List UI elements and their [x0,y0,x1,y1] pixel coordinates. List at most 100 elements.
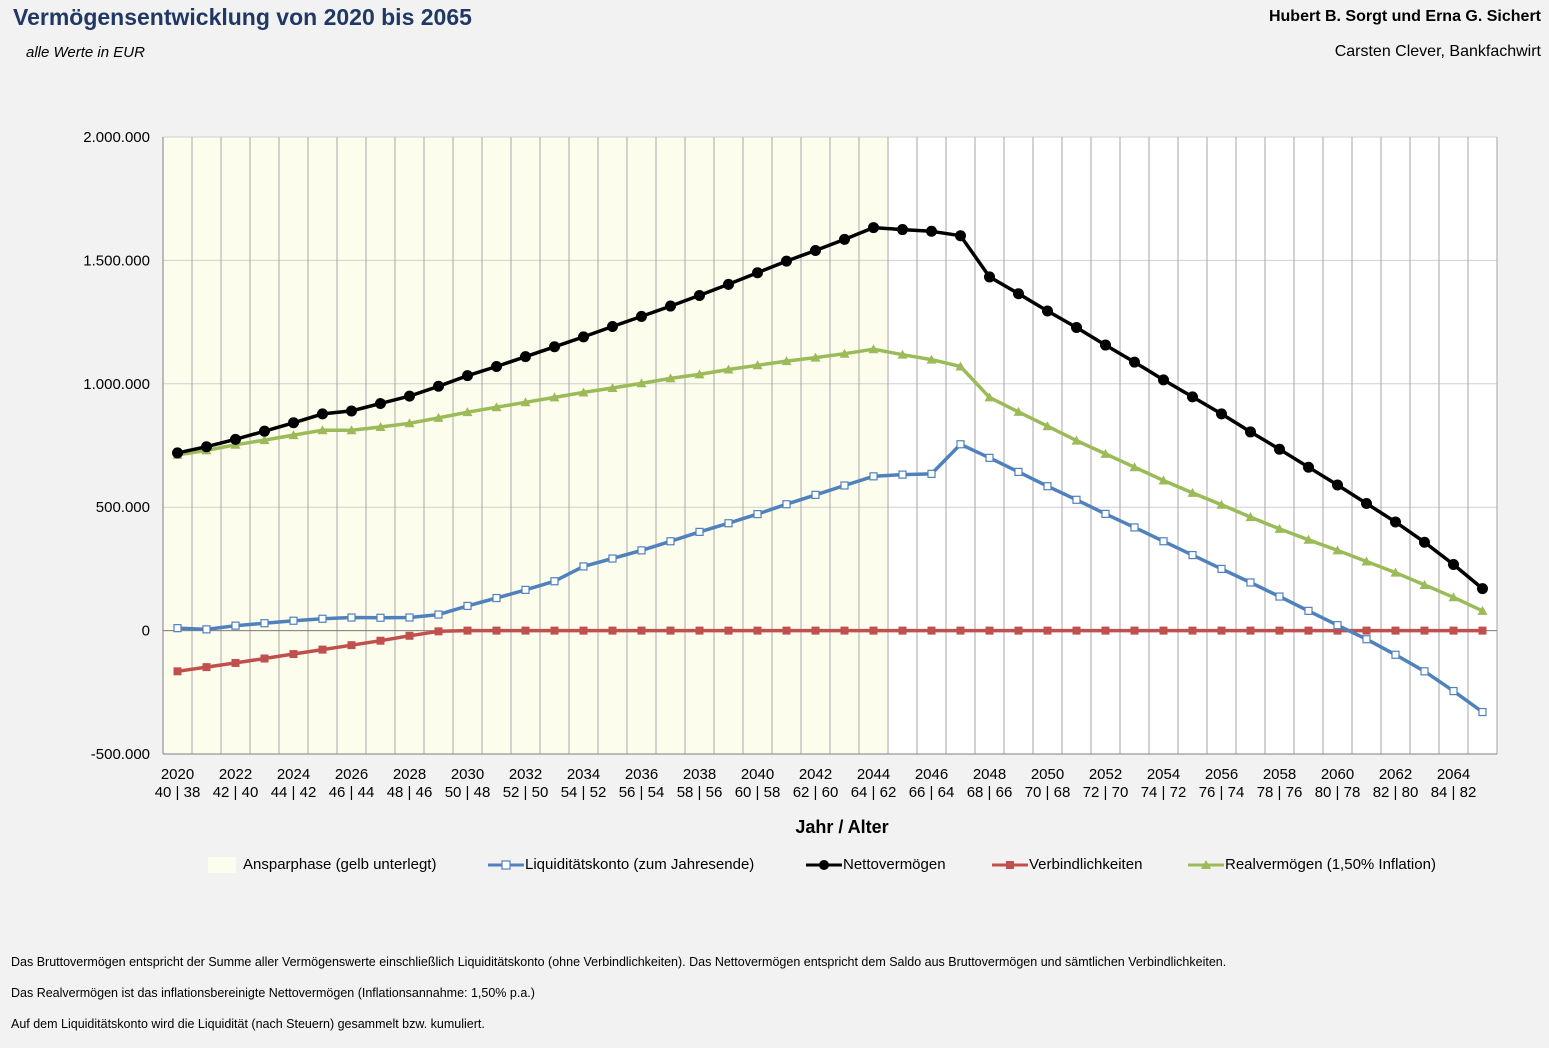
data-point-real [578,387,589,397]
data-point-liquiditaet [1449,686,1458,696]
x-tick-year-label: 2038 [683,766,716,783]
data-point-liquiditaet [1130,523,1139,532]
data-point-liquiditaet [405,613,414,622]
x-tick-year-label: 2048 [973,766,1006,783]
x-tick-age-label: 66 | 64 [909,784,955,801]
data-point-netto [1361,497,1372,509]
data-point-netto [288,417,299,429]
data-point-liquiditaet [550,577,559,586]
data-point-netto [1187,391,1198,403]
y-tick-label: -500.000 [91,746,150,763]
data-point-real [491,402,502,412]
data-point-verbindlichkeiten [1217,626,1226,635]
wealth-chart: 2.000.000 1.500.000 1.000.000 500.000 0 -500.… [83,129,1498,837]
data-point-liquiditaet [840,481,849,490]
data-point-liquiditaet [231,621,240,630]
legend-swatch-verbindlichkeiten [992,861,1028,869]
x-tick-year-label: 2042 [799,766,832,783]
x-tick-year-label: 2026 [335,766,368,783]
data-point-liquiditaet [753,510,762,519]
data-point-liquiditaet [1246,578,1255,587]
data-point-netto [665,300,676,312]
data-point-verbindlichkeiten [1420,626,1429,635]
x-tick-age-label: 82 | 80 [1373,784,1419,801]
data-point-verbindlichkeiten [1101,626,1110,635]
data-point-liquiditaet [782,500,791,509]
data-point-verbindlichkeiten [1391,626,1400,635]
data-point-netto [897,224,908,236]
data-point-real [1477,605,1488,615]
data-point-netto [781,255,792,267]
data-point-netto [1216,408,1227,420]
legend-label-verbindlichkeiten: Verbindlichkeiten [1029,856,1143,873]
data-point-real [433,412,444,422]
data-point-netto [1390,516,1401,528]
data-point-netto [230,433,241,445]
data-point-liquiditaet [1391,650,1400,659]
x-tick-age-label: 62 | 60 [793,784,839,801]
data-point-verbindlichkeiten [173,667,182,676]
data-point-verbindlichkeiten [811,626,820,635]
data-point-verbindlichkeiten [898,626,907,635]
data-point-verbindlichkeiten [521,626,530,635]
data-point-netto [404,390,415,402]
y-tick-label: 1.000.000 [83,376,150,393]
data-point-netto [839,233,850,245]
footnote-liquiditaet: Auf dem Liquiditätskonto wird die Liquid… [11,1017,485,1031]
series-line-netto [177,225,1484,590]
x-tick-age-label: 76 | 74 [1199,784,1245,801]
legend-label-liquiditaet: Liquiditätskonto (zum Jahresende) [525,856,755,873]
data-point-netto [955,230,966,242]
data-point-verbindlichkeiten [637,626,646,635]
data-point-netto [1158,374,1169,386]
x-tick-age-label: 84 | 82 [1431,784,1477,801]
data-point-netto [1448,558,1459,570]
data-point-real [868,344,879,354]
legend: Ansparphase (gelb unterlegt) Liquiditäts… [0,855,1549,877]
x-tick-age-label: 60 | 58 [735,784,781,801]
series-line-real [177,347,1484,613]
chart-title: Vermögensentwicklung von 2020 bis 2065 [13,4,472,30]
data-point-liquiditaet [1043,482,1052,491]
data-point-real [317,425,328,435]
x-tick-year-label: 2050 [1031,766,1064,783]
data-point-liquiditaet [1420,667,1429,676]
data-point-netto [1042,305,1053,317]
data-point-real [549,392,560,402]
data-point-verbindlichkeiten [1333,626,1342,635]
data-point-netto [607,321,618,333]
x-tick-year-label: 2022 [219,766,252,783]
data-point-netto [491,361,502,373]
data-point-real [1361,556,1372,566]
x-tick-age-label: 68 | 66 [967,784,1013,801]
footnotes: Das Bruttovermögen entspricht der Summe … [11,955,1226,1048]
data-point-netto [1303,461,1314,473]
data-point-real [1245,512,1256,522]
data-point-verbindlichkeiten [318,645,327,654]
x-tick-year-label: 2020 [161,766,194,783]
data-point-liquiditaet [318,614,327,623]
data-point-verbindlichkeiten [1014,626,1023,635]
data-point-verbindlichkeiten [550,626,559,635]
x-tick-year-label: 2040 [741,766,774,783]
data-point-netto [259,425,270,437]
data-point-real [1332,545,1343,555]
data-point-verbindlichkeiten [1275,626,1284,635]
x-tick-age-label: 48 | 46 [387,784,433,801]
data-point-real [1274,523,1285,533]
footnote-real: Das Realvermögen ist das inflationsberei… [11,986,535,1000]
data-point-verbindlichkeiten [1188,626,1197,635]
x-tick-year-label: 2024 [277,766,310,783]
data-point-verbindlichkeiten [724,626,733,635]
legend-label-real: Realvermögen (1,50% Inflation) [1225,856,1436,873]
data-point-real [926,354,937,364]
data-point-real [781,356,792,366]
data-point-verbindlichkeiten [1362,626,1371,635]
data-point-real [984,392,995,402]
data-point-netto [1013,288,1024,300]
data-point-liquiditaet [637,546,646,555]
data-point-real [1216,499,1227,509]
data-point-netto [1477,583,1488,595]
data-point-real [1419,579,1430,589]
data-point-liquiditaet [1159,537,1168,546]
